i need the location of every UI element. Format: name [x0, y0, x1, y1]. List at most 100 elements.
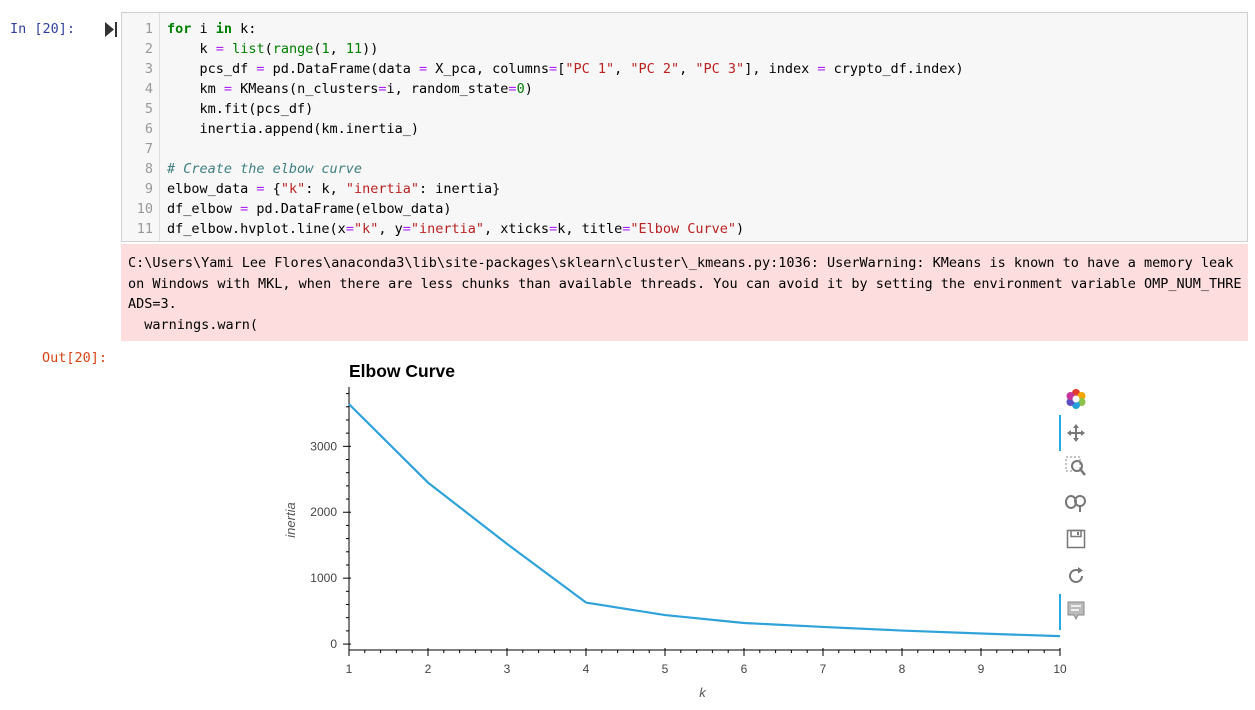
- code-token: =: [215, 41, 224, 57]
- code-editor[interactable]: 1 2 3 4 5 6 7 8 9 10 11 for i in k: k = list(range…: [121, 12, 1248, 242]
- code-token: elbow_data: [167, 181, 257, 197]
- x-tick-label: 2: [425, 662, 432, 676]
- code-token: range: [272, 41, 314, 57]
- code-token: ): [524, 81, 533, 97]
- pan-active-indicator: [1059, 415, 1061, 451]
- code-token: =: [402, 221, 411, 237]
- data-point: [506, 543, 508, 545]
- line-number: 3: [144, 61, 153, 77]
- y-axis-label: inertia: [283, 502, 298, 537]
- line-number: 8: [144, 161, 153, 177]
- code-token: : inertia}: [419, 181, 501, 197]
- code-line: km.fit(pcs_df): [167, 99, 314, 119]
- code-token: pd.DataFrame(elbow_data): [248, 201, 452, 217]
- data-point: [822, 626, 824, 628]
- run-cell-icon[interactable]: [104, 21, 118, 38]
- stderr-output: C:\Users\Yami Lee Flores\anaconda3\lib\s…: [121, 244, 1248, 341]
- code-token: "PC 2": [630, 61, 680, 77]
- code-token: df_elbow.hvplot.line(x: [167, 221, 346, 237]
- data-point: [743, 622, 745, 624]
- code-token: =: [622, 221, 631, 237]
- code-line: k = list(range(1, 11)): [167, 39, 379, 59]
- code-token: ): [736, 221, 745, 237]
- x-tick-label: 9: [978, 662, 985, 676]
- x-axis-label: k: [699, 685, 707, 700]
- line-number: 10: [136, 201, 153, 217]
- series-line: [348, 403, 1061, 638]
- x-tick-label: 4: [583, 662, 590, 676]
- code-token: list: [232, 41, 265, 57]
- x-tick-label: 5: [662, 662, 669, 676]
- code-token: =: [378, 81, 387, 97]
- reset-icon[interactable]: [1064, 564, 1088, 588]
- line-number: 7: [144, 141, 153, 157]
- y-tick-label: 2000: [310, 505, 337, 519]
- code-line: km = KMeans(n_clusters=i, random_state=0…: [167, 79, 533, 99]
- hover-active-indicator: [1059, 594, 1061, 630]
- input-prompt: In [20]:: [10, 21, 76, 37]
- y-tick-label: 3000: [310, 439, 337, 453]
- code-token: i, random_state: [386, 81, 509, 97]
- code-token: =: [508, 81, 517, 97]
- line-number: 9: [144, 181, 153, 197]
- data-point: [348, 403, 350, 405]
- code-token: "PC 1": [565, 61, 615, 77]
- code-token: in: [215, 21, 233, 37]
- line-number: 4: [144, 81, 153, 97]
- code-token: 0: [516, 81, 525, 97]
- data-point: [585, 602, 587, 604]
- x-tick-label: 8: [899, 662, 906, 676]
- code-token: : k,: [305, 181, 346, 197]
- wheel-zoom-icon[interactable]: [1064, 491, 1088, 515]
- code-token: =: [345, 221, 354, 237]
- line-number: 5: [144, 101, 153, 117]
- box-zoom-icon[interactable]: [1064, 455, 1088, 479]
- data-point: [427, 482, 429, 484]
- code-token: for: [167, 21, 192, 37]
- bokeh-logo-icon[interactable]: [1064, 387, 1088, 411]
- data-point: [664, 614, 666, 616]
- code-token: crypto_df.index): [825, 61, 964, 77]
- code-line: # Create the elbow curve: [167, 159, 362, 179]
- code-token: i: [191, 21, 216, 37]
- code-token: 11: [345, 41, 363, 57]
- code-token: , y: [378, 221, 403, 237]
- pan-icon[interactable]: [1064, 421, 1088, 445]
- code-token: inertia.append(km.inertia_): [167, 121, 419, 137]
- code-line: elbow_data = {"k": k, "inertia": inertia…: [167, 179, 500, 199]
- code-token: "k": [353, 221, 379, 237]
- code-token: =: [223, 81, 233, 97]
- code-token: {: [264, 181, 281, 197]
- code-token: =: [256, 181, 265, 197]
- code-token: ,: [329, 41, 346, 57]
- code-token: 1: [321, 41, 330, 57]
- code-token: km: [167, 81, 224, 97]
- code-token: X_pca, columns: [427, 61, 550, 77]
- code-token: =: [418, 61, 428, 77]
- line-number: 2: [144, 41, 153, 57]
- plot-toolbar: [1060, 383, 1092, 628]
- code-token: "Elbow Curve": [630, 221, 737, 237]
- code-token: )): [362, 41, 379, 57]
- code-line: for i in k:: [167, 19, 256, 39]
- code-token: , xticks: [484, 221, 550, 237]
- y-tick-label: 1000: [310, 571, 337, 585]
- line-number: 6: [144, 121, 153, 137]
- code-token: k, title: [557, 221, 623, 237]
- code-token: KMeans(n_clusters: [232, 81, 379, 97]
- data-point: [980, 633, 982, 635]
- chart-title: Elbow Curve: [349, 361, 455, 381]
- hover-icon[interactable]: [1064, 599, 1088, 623]
- x-tick-label: 3: [504, 662, 511, 676]
- code-token: =: [256, 61, 265, 77]
- x-tick-label: 7: [820, 662, 827, 676]
- code-token: pd.DataFrame(data: [264, 61, 419, 77]
- code-token: pcs_df: [167, 61, 257, 77]
- code-token: "inertia": [345, 181, 419, 197]
- save-icon[interactable]: [1064, 527, 1088, 551]
- code-token: =: [549, 61, 558, 77]
- data-point: [1059, 635, 1061, 637]
- code-line: inertia.append(km.inertia_): [167, 119, 419, 139]
- code-token: ], index: [744, 61, 818, 77]
